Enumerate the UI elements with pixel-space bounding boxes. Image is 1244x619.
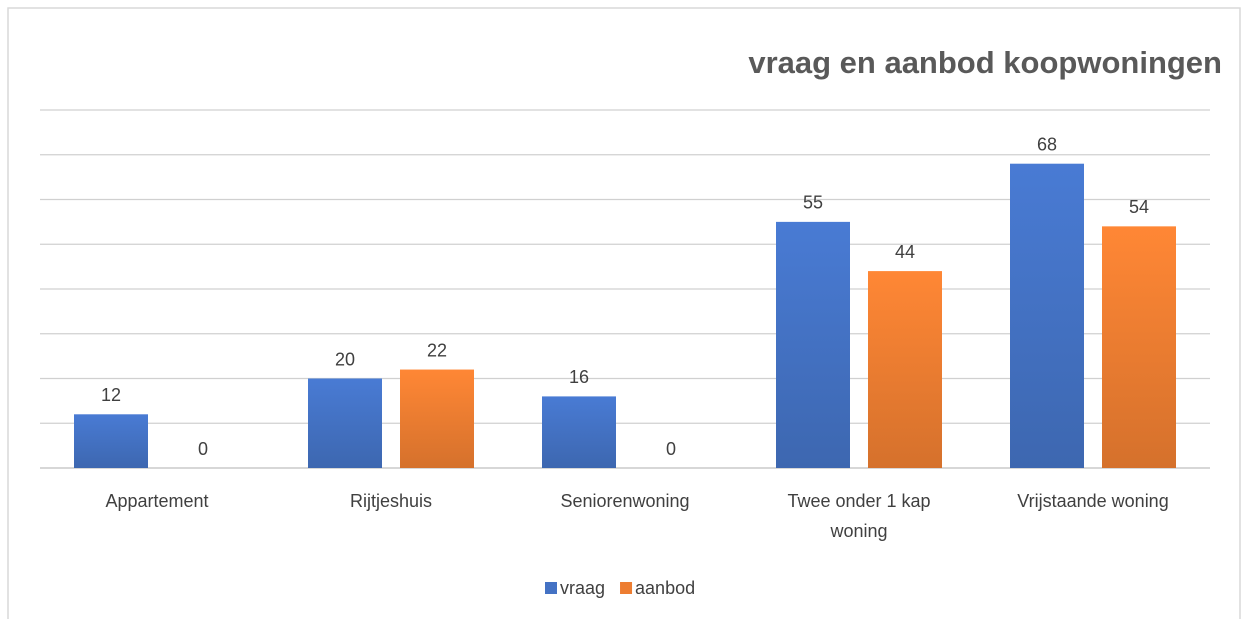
bar <box>308 378 382 468</box>
bar <box>1102 226 1176 468</box>
data-label: 22 <box>427 340 447 360</box>
bar <box>542 396 616 468</box>
legend-swatch <box>620 582 633 594</box>
data-label: 54 <box>1129 197 1149 217</box>
data-label: 68 <box>1037 134 1057 154</box>
data-label: 55 <box>803 193 823 213</box>
data-label: 12 <box>101 385 121 405</box>
legend-label: vraag <box>560 578 605 598</box>
bar <box>1010 163 1084 468</box>
x-tick-label: Appartement <box>105 491 208 511</box>
data-label: 20 <box>335 349 355 369</box>
bar <box>776 221 850 468</box>
data-label: 0 <box>666 439 676 459</box>
bar <box>74 414 148 468</box>
legend-swatch <box>545 582 557 594</box>
bar <box>868 271 942 468</box>
legend-label: aanbod <box>635 578 695 598</box>
x-tick-label: Seniorenwoning <box>560 491 689 511</box>
x-tick-label: Twee onder 1 kap woning <box>787 491 930 541</box>
chart-title: vraag en aanbod koopwoningen <box>748 45 1222 80</box>
x-tick-label: Vrijstaande woning <box>1017 491 1168 511</box>
data-label: 0 <box>198 439 208 459</box>
x-tick-label: Rijtjeshuis <box>350 491 432 511</box>
bar <box>400 369 474 468</box>
data-label: 44 <box>895 242 915 262</box>
data-label: 16 <box>569 367 589 387</box>
chart-frame <box>7 7 1241 619</box>
